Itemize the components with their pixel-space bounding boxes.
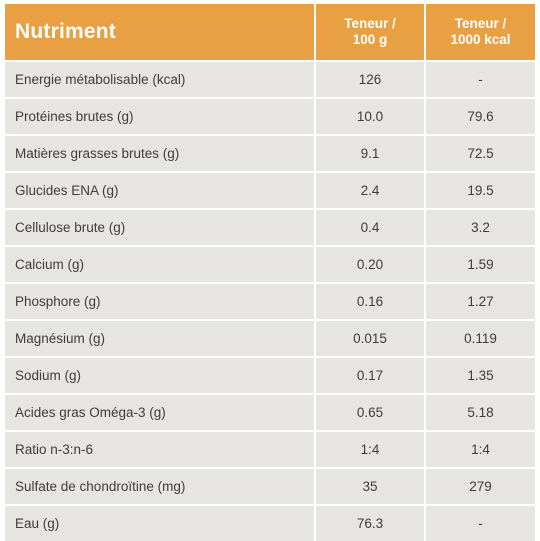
value-per-100g: 9.1	[315, 135, 425, 172]
table-row: Acides gras Oméga-3 (g) 0.65 5.18	[5, 394, 535, 431]
value-per-1000kcal: -	[425, 61, 535, 98]
value-per-100g: 0.20	[315, 246, 425, 283]
value-per-1000kcal: -	[425, 505, 535, 541]
nutrient-name: Glucides ENA (g)	[5, 172, 315, 209]
value-per-1000kcal: 1:4	[425, 431, 535, 468]
nutrient-name: Protéines brutes (g)	[5, 98, 315, 135]
nutrient-name: Sodium (g)	[5, 357, 315, 394]
value-per-1000kcal: 3.2	[425, 209, 535, 246]
value-per-1000kcal: 1.35	[425, 357, 535, 394]
value-per-100g: 126	[315, 61, 425, 98]
table-row: Magnésium (g) 0.015 0.119	[5, 320, 535, 357]
value-per-100g: 10.0	[315, 98, 425, 135]
table-row: Sulfate de chondroïtine (mg) 35 279	[5, 468, 535, 505]
header-nutrient: Nutriment	[5, 4, 315, 61]
value-per-100g: 0.17	[315, 357, 425, 394]
table-row: Sodium (g) 0.17 1.35	[5, 357, 535, 394]
table-row: Eau (g) 76.3-	[5, 505, 535, 541]
table-row: Ratio n-3:n-6 1:4 1:4	[5, 431, 535, 468]
value-per-1000kcal: 1.27	[425, 283, 535, 320]
nutrient-name: Magnésium (g)	[5, 320, 315, 357]
nutrient-name: Calcium (g)	[5, 246, 315, 283]
table-row: Glucides ENA (g) 2.4 19.5	[5, 172, 535, 209]
value-per-1000kcal: 0.119	[425, 320, 535, 357]
value-per-100g: 1:4	[315, 431, 425, 468]
header-per-1000kcal-line1: Teneur /	[426, 16, 535, 32]
value-per-100g: 2.4	[315, 172, 425, 209]
value-per-1000kcal: 5.18	[425, 394, 535, 431]
nutrient-name: Cellulose brute (g)	[5, 209, 315, 246]
value-per-100g: 0.4	[315, 209, 425, 246]
header-per-100g-line1: Teneur /	[316, 16, 424, 32]
nutrient-name: Sulfate de chondroïtine (mg)	[5, 468, 315, 505]
value-per-100g: 35	[315, 468, 425, 505]
header-per-1000kcal-line2: 1000 kcal	[426, 32, 535, 48]
nutrient-name: Phosphore (g)	[5, 283, 315, 320]
value-per-100g: 76.3	[315, 505, 425, 541]
value-per-1000kcal: 1.59	[425, 246, 535, 283]
nutrient-name: Energie métabolisable (kcal)	[5, 61, 315, 98]
table-row: Calcium (g) 0.20 1.59	[5, 246, 535, 283]
table-row: Protéines brutes (g) 10.0 79.6	[5, 98, 535, 135]
table-row: Cellulose brute (g) 0.4 3.2	[5, 209, 535, 246]
nutrient-name: Eau (g)	[5, 505, 315, 541]
header-per-1000kcal: Teneur / 1000 kcal	[425, 4, 535, 61]
table-row: Matières grasses brutes (g) 9.1 72.5	[5, 135, 535, 172]
value-per-100g: 0.65	[315, 394, 425, 431]
value-per-100g: 0.015	[315, 320, 425, 357]
header-row: Nutriment Teneur / 100 g Teneur / 1000 k…	[5, 4, 535, 61]
value-per-1000kcal: 279	[425, 468, 535, 505]
value-per-1000kcal: 79.6	[425, 98, 535, 135]
value-per-1000kcal: 19.5	[425, 172, 535, 209]
nutrient-name: Matières grasses brutes (g)	[5, 135, 315, 172]
nutrient-name: Ratio n-3:n-6	[5, 431, 315, 468]
value-per-1000kcal: 72.5	[425, 135, 535, 172]
value-per-100g: 0.16	[315, 283, 425, 320]
nutrition-table: Nutriment Teneur / 100 g Teneur / 1000 k…	[5, 4, 535, 541]
header-per-100g: Teneur / 100 g	[315, 4, 425, 61]
table-body: Energie métabolisable (kcal) 126- Protéine…	[5, 61, 535, 541]
nutrient-name: Acides gras Oméga-3 (g)	[5, 394, 315, 431]
table-row: Energie métabolisable (kcal) 126-	[5, 61, 535, 98]
table-row: Phosphore (g) 0.16 1.27	[5, 283, 535, 320]
header-per-100g-line2: 100 g	[316, 32, 424, 48]
table-header: Nutriment Teneur / 100 g Teneur / 1000 k…	[5, 4, 535, 61]
